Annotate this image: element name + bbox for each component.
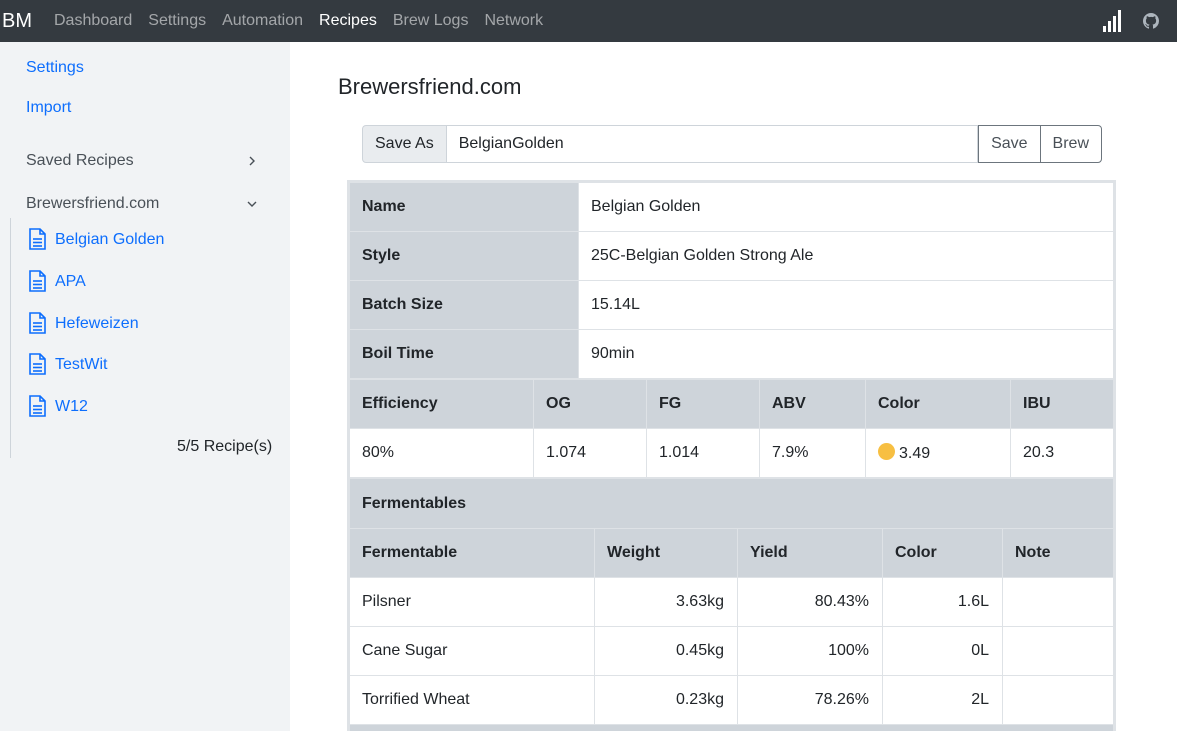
- fermentable-note: [1002, 626, 1114, 676]
- fermentable-color: 0L: [882, 626, 1003, 676]
- nav-recipes[interactable]: Recipes: [319, 12, 377, 29]
- signal-strength-icon[interactable]: [1103, 10, 1123, 32]
- efficiency-value: 80%: [349, 428, 534, 478]
- nav-automation[interactable]: Automation: [222, 12, 304, 29]
- fermentable-name: Cane Sugar: [349, 626, 595, 676]
- abv-value: 7.9%: [759, 428, 866, 478]
- brand-logo[interactable]: BM: [2, 10, 32, 32]
- boil-time-label: Boil Time: [349, 329, 579, 379]
- yield-header: Yield: [737, 528, 883, 578]
- file-icon: [29, 353, 46, 375]
- ibu-header: IBU: [1010, 379, 1114, 429]
- github-icon[interactable]: [1143, 13, 1159, 29]
- name-label: Name: [349, 182, 579, 232]
- fermentable-header: Fermentable: [349, 528, 595, 578]
- brewersfriend-toggle[interactable]: Brewersfriend.com: [26, 195, 258, 213]
- fermentable-note: [1002, 577, 1114, 627]
- weight-header: Weight: [594, 528, 738, 578]
- style-label: Style: [349, 231, 579, 281]
- recipe-table: Name Belgian Golden Style 25C-Belgian Go…: [347, 180, 1116, 731]
- recipe-item-label: APA: [55, 272, 86, 290]
- nav-brew-logs[interactable]: Brew Logs: [392, 12, 469, 29]
- style-value: 25C-Belgian Golden Strong Ale: [578, 231, 1114, 281]
- fermentable-weight: 0.45kg: [594, 626, 738, 676]
- color-header: Color: [865, 379, 1011, 429]
- top-navbar: BM Dashboard Settings Automation Recipes…: [0, 0, 1177, 42]
- fermentable-color: 2L: [882, 675, 1003, 725]
- recipe-item-testwit[interactable]: TestWit: [28, 353, 107, 376]
- file-icon: [29, 312, 46, 334]
- batch-size-label: Batch Size: [349, 280, 579, 330]
- save-as-group: Save As Save Brew: [362, 125, 1102, 163]
- og-header: OG: [533, 379, 647, 429]
- fg-value: 1.014: [646, 428, 760, 478]
- next-section-header: [349, 724, 1114, 731]
- table-row: Pilsner 3.63kg 80.43% 1.6L: [349, 577, 1114, 627]
- fermentable-yield: 80.43%: [737, 577, 883, 627]
- efficiency-header: Efficiency: [349, 379, 534, 429]
- note-header: Note: [1002, 528, 1114, 578]
- chevron-right-icon: [249, 156, 255, 166]
- file-icon: [29, 270, 46, 292]
- nav-dashboard[interactable]: Dashboard: [54, 12, 133, 29]
- save-as-label: Save As: [362, 125, 447, 163]
- fermentable-name: Torrified Wheat: [349, 675, 595, 725]
- saved-recipes-label: Saved Recipes: [26, 152, 134, 169]
- name-value: Belgian Golden: [578, 182, 1114, 232]
- recipe-item-label: Hefeweizen: [55, 314, 139, 332]
- nav-settings[interactable]: Settings: [148, 12, 207, 29]
- fermentable-yield: 100%: [737, 626, 883, 676]
- color-swatch: [878, 443, 895, 460]
- recipe-item-label: TestWit: [55, 355, 108, 373]
- recipe-item-label: Belgian Golden: [55, 230, 165, 248]
- og-value: 1.074: [533, 428, 647, 478]
- recipe-item-w12[interactable]: W12: [28, 395, 88, 418]
- table-row: Torrified Wheat 0.23kg 78.26% 2L: [349, 675, 1114, 725]
- saved-recipes-toggle[interactable]: Saved Recipes: [26, 152, 258, 170]
- sidebar-import-link[interactable]: Import: [26, 99, 72, 116]
- file-icon: [29, 395, 46, 417]
- chevron-down-icon: [247, 201, 257, 207]
- fermentable-name: Pilsner: [349, 577, 595, 627]
- fg-header: FG: [646, 379, 760, 429]
- fermentables-section-title: Fermentables: [349, 478, 1114, 529]
- ferm-color-header: Color: [882, 528, 1003, 578]
- nav-network[interactable]: Network: [484, 12, 544, 29]
- sidebar-settings-link[interactable]: Settings: [26, 59, 84, 76]
- fermentable-weight: 0.23kg: [594, 675, 738, 725]
- ibu-value: 20.3: [1010, 428, 1114, 478]
- abv-header: ABV: [759, 379, 866, 429]
- save-button[interactable]: Save: [978, 125, 1040, 163]
- page-title: Brewersfriend.com: [338, 74, 522, 99]
- recipe-item-apa[interactable]: APA: [28, 270, 86, 293]
- fermentable-yield: 78.26%: [737, 675, 883, 725]
- color-value-cell: 3.49: [865, 428, 1011, 478]
- color-value: 3.49: [899, 445, 931, 462]
- boil-time-value: 90min: [578, 329, 1114, 379]
- recipe-list-divider: [10, 218, 11, 458]
- table-row: Cane Sugar 0.45kg 100% 0L: [349, 626, 1114, 676]
- fermentable-color: 1.6L: [882, 577, 1003, 627]
- save-as-input[interactable]: [446, 125, 979, 163]
- recipe-count: 5/5 Recipe(s): [177, 438, 273, 455]
- recipe-item-label: W12: [55, 397, 88, 415]
- fermentable-note: [1002, 675, 1114, 725]
- fermentable-weight: 3.63kg: [594, 577, 738, 627]
- brew-button[interactable]: Brew: [1039, 125, 1102, 163]
- file-icon: [29, 228, 46, 250]
- recipe-item-hefeweizen[interactable]: Hefeweizen: [28, 312, 139, 335]
- recipe-item-belgian-golden[interactable]: Belgian Golden: [28, 228, 164, 251]
- sidebar: Settings Import Saved Recipes Brewersfri…: [0, 42, 290, 731]
- brewersfriend-label: Brewersfriend.com: [26, 195, 160, 212]
- batch-size-value: 15.14L: [578, 280, 1114, 330]
